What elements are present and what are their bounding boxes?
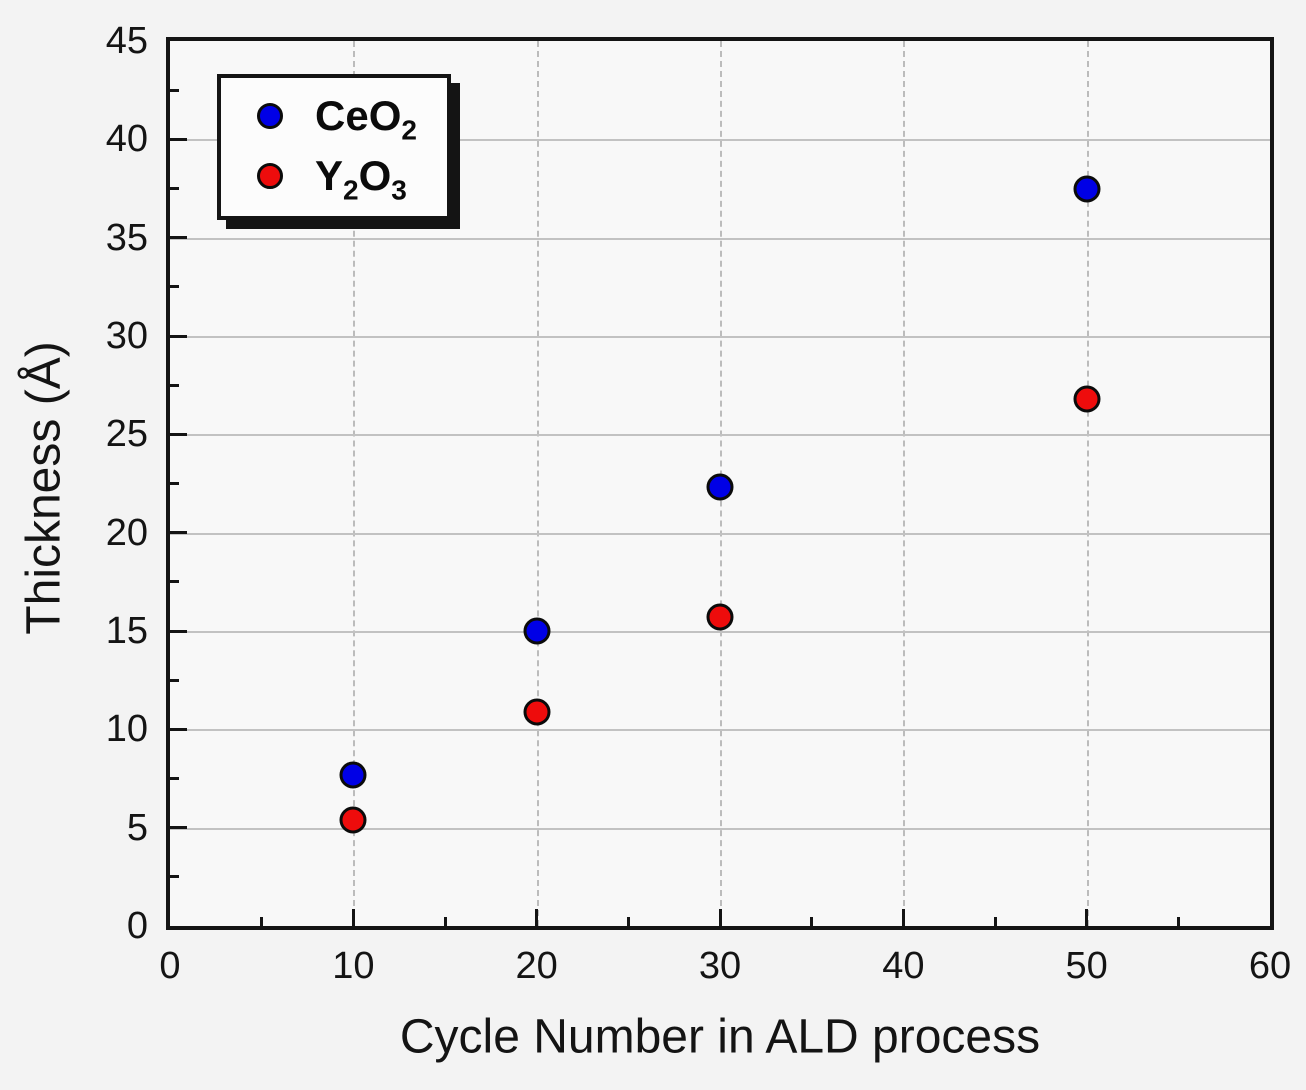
y-axis-tick: [170, 334, 187, 338]
legend-label-ceo2: CeO2: [315, 92, 417, 144]
x-axis-tick: [260, 917, 264, 926]
gridline-horizontal: [170, 631, 1270, 633]
x-tick-label: 10: [332, 945, 375, 987]
y-axis-tick: [170, 531, 187, 535]
x-axis-tick: [993, 917, 997, 926]
x-axis-title: Cycle Number in ALD process: [399, 1010, 1041, 1064]
x-axis-tick: [810, 917, 814, 926]
data-point-y2o3: [1073, 385, 1101, 413]
y-tick-label: 35: [105, 216, 148, 259]
x-axis-tick: [718, 909, 722, 926]
gridline-vertical: [1086, 41, 1089, 926]
gridline-horizontal: [170, 827, 1270, 830]
x-axis-tick: [351, 909, 355, 926]
y-axis-tick: [170, 875, 179, 879]
x-tick-label: 50: [1065, 945, 1108, 987]
x-axis-tick: [626, 917, 630, 926]
x-tick-label: 30: [698, 945, 742, 987]
plot-area: CeO2 Y2O3 0 10 20 30 40 50 60 0 5 10 15 20 25 30 35 40 45: [106, 20, 1291, 987]
legend-label-part: Y: [315, 152, 344, 199]
x-axis-tick: [1085, 909, 1089, 926]
data-point-ceo2: [706, 473, 734, 501]
y-tick-label: 25: [105, 413, 148, 456]
y-axis-tick: [170, 580, 179, 584]
gridline-horizontal: [170, 729, 1270, 732]
data-point-ceo2: [1073, 175, 1101, 202]
y-axis-tick: [170, 678, 179, 682]
x-axis-tick: [1176, 917, 1180, 926]
legend-item-ceo2: CeO2: [257, 92, 417, 144]
x-tick-label: 60: [1248, 945, 1292, 987]
y-tick-label: 30: [105, 315, 148, 357]
y-axis-tick: [170, 777, 179, 780]
y-tick-label: 15: [105, 610, 148, 652]
y-axis-tick: [170, 236, 187, 240]
y-tick-label: 5: [126, 806, 148, 849]
gridline-vertical: [353, 41, 356, 926]
gridline-horizontal: [170, 139, 1270, 142]
gridline-vertical: [536, 41, 539, 926]
legend-label-part: CeO: [315, 92, 402, 139]
gridline-horizontal: [170, 532, 1270, 535]
x-axis-tick: [535, 909, 539, 926]
legend-label-part: O: [358, 152, 392, 199]
y-axis-tick: [170, 187, 179, 190]
y-tick-label: 0: [126, 905, 148, 947]
y-axis-tick: [170, 629, 187, 633]
y-tick-label: 40: [105, 118, 148, 161]
legend-marker-icon: [257, 103, 283, 129]
y-axis-tick: [170, 137, 187, 141]
legend-item-y2o3: Y2O3: [257, 152, 417, 204]
x-tick-label: 0: [159, 945, 181, 987]
y-axis-tick: [170, 285, 179, 289]
y-axis-tick: [170, 383, 179, 387]
gridline-vertical: [903, 41, 906, 926]
x-axis-tick: [901, 909, 905, 926]
y-axis-tick: [170, 826, 187, 830]
y-axis-tick: [170, 88, 179, 92]
data-point-ceo2: [523, 617, 551, 645]
data-point-y2o3: [523, 698, 551, 726]
y-axis-tick: [170, 482, 179, 485]
gridline-horizontal: [170, 336, 1270, 338]
y-tick-label: 20: [105, 511, 148, 554]
y-tick-label: 10: [105, 708, 148, 751]
data-point-y2o3: [339, 806, 367, 834]
gridline-horizontal: [170, 237, 1270, 240]
legend-label-part: 3: [391, 174, 407, 206]
legend-label-part: 2: [343, 174, 359, 206]
legend-label-y2o3: Y2O3: [315, 152, 407, 204]
y-axis-tick: [170, 727, 187, 731]
legend-label-part: 2: [401, 114, 417, 146]
y-tick-label: 45: [105, 20, 148, 62]
x-axis-tick: [443, 917, 447, 926]
data-point-y2o3: [706, 603, 734, 631]
legend-marker-icon: [257, 163, 283, 189]
x-tick-label: 20: [515, 945, 558, 987]
x-tick-label: 40: [882, 945, 925, 987]
data-point-ceo2: [339, 761, 367, 789]
legend: CeO2 Y2O3: [217, 74, 451, 220]
y-axis-tick: [170, 432, 187, 436]
gridline-horizontal: [170, 434, 1270, 437]
y-axis-title: Thickness (Å): [17, 341, 71, 635]
